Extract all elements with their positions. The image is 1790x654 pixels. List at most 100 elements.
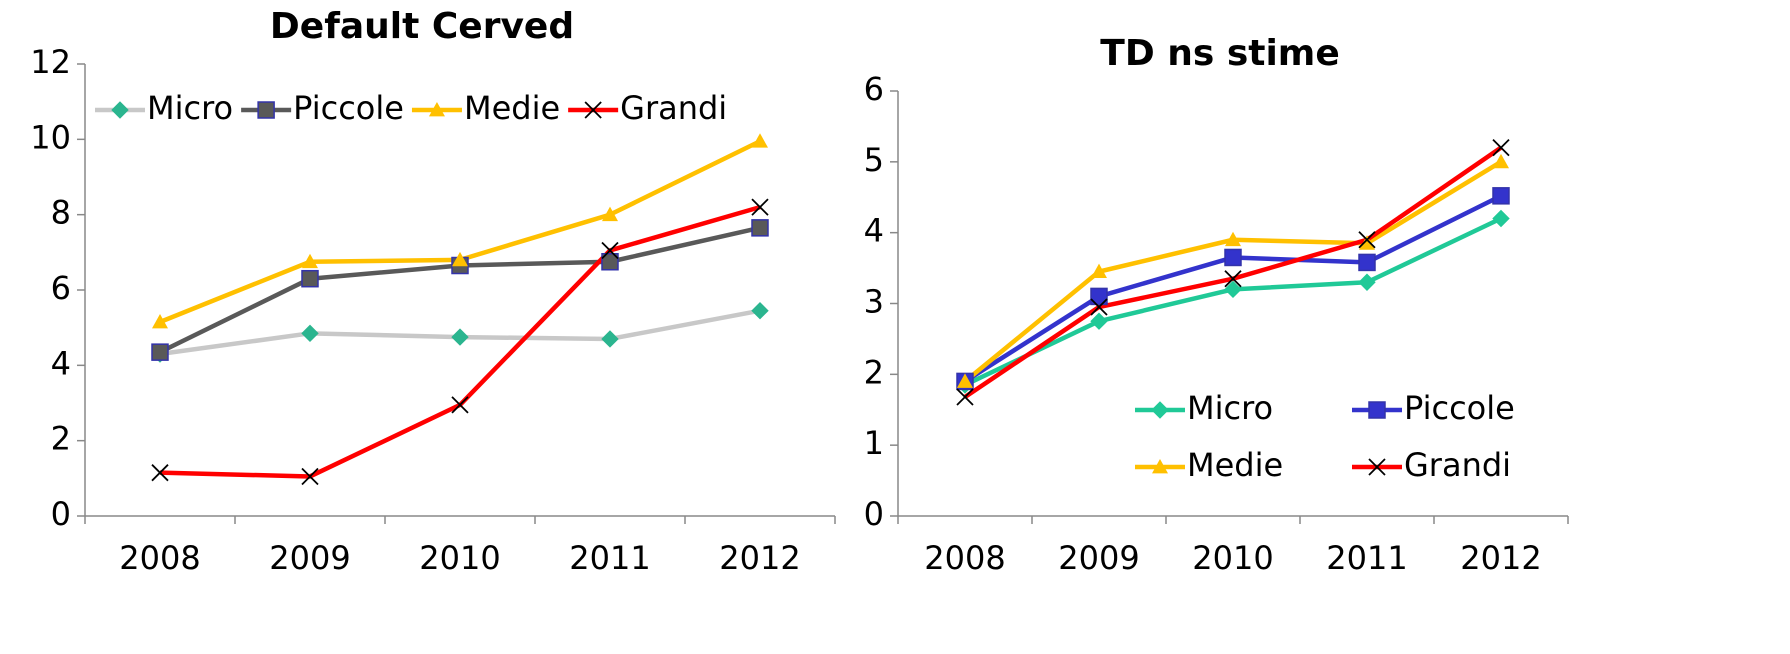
marker [1368, 401, 1386, 419]
y-tick-label: 2 [864, 353, 884, 391]
marker [1090, 312, 1108, 330]
marker [1225, 231, 1241, 247]
x-tick-label: 2012 [719, 539, 800, 577]
legend-label: Piccole [293, 89, 404, 127]
x-tick-label: 2010 [1192, 539, 1273, 577]
marker-stroke [1090, 298, 1108, 316]
marker [451, 396, 469, 414]
marker [301, 269, 319, 288]
marker-stroke [1358, 231, 1376, 249]
marker [151, 464, 169, 482]
marker [1492, 187, 1510, 205]
marker [752, 133, 768, 148]
chart-title: TD ns stime [1100, 33, 1339, 74]
y-tick-label: 6 [864, 70, 884, 108]
marker [602, 206, 618, 222]
marker [452, 251, 468, 267]
chart-title: Default Cerved [270, 6, 574, 47]
marker [1224, 280, 1242, 299]
marker [1359, 235, 1375, 250]
marker [1224, 248, 1242, 267]
marker-stroke [1492, 139, 1510, 157]
marker [1152, 459, 1168, 474]
marker [1493, 153, 1509, 169]
marker [956, 388, 974, 406]
x-tick-label: 2011 [569, 539, 650, 577]
marker [1358, 253, 1376, 272]
legend-label: Micro [147, 89, 233, 127]
y-tick-label: 6 [51, 269, 71, 307]
marker [1090, 298, 1108, 316]
marker [957, 373, 973, 388]
marker [1492, 139, 1510, 157]
marker [302, 253, 318, 269]
marker [601, 241, 619, 260]
y-tick-label: 12 [30, 43, 71, 81]
x-tick-label: 2012 [1460, 539, 1541, 577]
y-tick-label: 8 [51, 194, 71, 232]
legend-item: Piccole [1352, 389, 1515, 427]
legend-item: Micro [95, 89, 233, 127]
legend-item: Piccole [241, 89, 404, 127]
legend-label: Grandi [1404, 446, 1511, 484]
marker [301, 467, 319, 486]
y-tick-label: 0 [864, 495, 884, 533]
marker [111, 101, 129, 119]
marker [1358, 231, 1376, 249]
legend-item: Micro [1135, 389, 1273, 427]
marker [601, 330, 619, 348]
marker [1224, 270, 1242, 288]
y-tick-label: 5 [864, 141, 884, 179]
marker [257, 101, 275, 119]
marker-stroke [584, 101, 602, 119]
y-tick-label: 0 [51, 495, 71, 533]
legend-label: Medie [1187, 446, 1283, 484]
y-tick-label: 1 [864, 424, 884, 462]
legend-label: Medie [464, 89, 560, 127]
y-tick-label: 2 [51, 420, 71, 458]
x-tick-label: 2008 [924, 539, 1005, 577]
marker [428, 102, 445, 117]
marker-stroke [751, 198, 769, 216]
marker-stroke [301, 467, 319, 486]
marker-stroke [956, 388, 974, 406]
x-tick-label: 2008 [119, 539, 200, 577]
marker [1151, 401, 1169, 419]
legend: Micro Piccole Medie Grandi [95, 89, 727, 127]
marker [152, 314, 168, 329]
marker [1492, 209, 1510, 228]
marker [1358, 273, 1376, 291]
marker [151, 343, 169, 361]
legend-item: Grandi [568, 89, 727, 127]
x-tick-label: 2009 [1058, 539, 1139, 577]
y-tick-label: 10 [30, 118, 71, 156]
marker [301, 324, 319, 343]
y-tick-label: 4 [51, 344, 71, 382]
legend-item: Medie [411, 89, 560, 127]
legend-item: Medie [1135, 446, 1283, 484]
legend-label: Grandi [620, 89, 727, 127]
marker-stroke [151, 464, 169, 482]
series-line [963, 145, 1503, 399]
marker-stroke [1368, 458, 1386, 476]
marker [1368, 458, 1386, 476]
marker [1091, 263, 1107, 279]
marker-stroke [451, 396, 469, 414]
marker [584, 101, 602, 119]
marker-stroke [601, 241, 619, 260]
marker [751, 198, 769, 216]
legend-label: Piccole [1404, 389, 1515, 427]
marker [751, 302, 769, 320]
y-tick-label: 4 [864, 212, 884, 250]
x-tick-label: 2011 [1326, 539, 1407, 577]
legend-item: Grandi [1352, 446, 1511, 484]
marker [751, 219, 769, 237]
marker [601, 253, 619, 271]
marker [451, 328, 469, 346]
y-tick-label: 3 [864, 283, 884, 321]
legend: Micro Piccole Medie Grandi [1135, 389, 1515, 484]
x-tick-label: 2010 [419, 539, 500, 577]
x-tick-label: 2009 [269, 539, 350, 577]
